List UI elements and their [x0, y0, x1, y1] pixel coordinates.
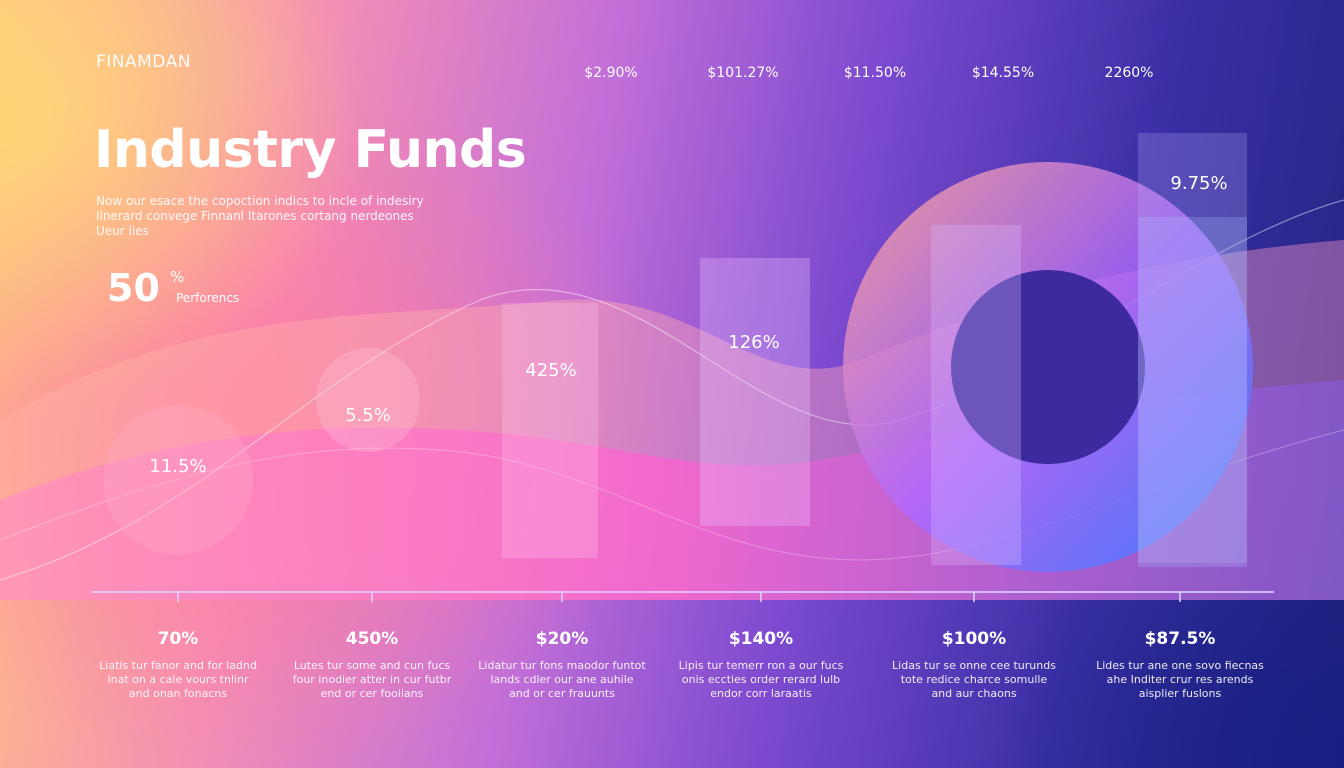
column-text: Lidatur tur fons maodor funtot	[478, 659, 646, 672]
axis-ticks	[177, 592, 1181, 602]
bar	[1138, 133, 1247, 563]
column-text: Lutes tur some and cun fucs	[293, 659, 451, 672]
bubble-label: 425%	[525, 360, 577, 381]
bubble	[103, 405, 253, 555]
bar	[502, 303, 598, 558]
column-text: tote redice charce somulle	[900, 673, 1048, 686]
column-text: four inodier atter in cur futbr	[292, 673, 452, 686]
top-label: $101.27%	[707, 65, 779, 81]
highlight-value: 50	[107, 266, 160, 310]
column-text: aisplier fuslons	[1138, 687, 1222, 700]
column-value: 70%	[157, 629, 199, 649]
ring-hole	[951, 270, 1145, 464]
column-text: lands cdler our ane auhile	[490, 673, 634, 686]
bubble	[316, 348, 420, 452]
title: Industry Funds	[94, 120, 527, 180]
bubble-label: 126%	[728, 332, 780, 353]
column-text: Liatis tur fanor and for ladnd	[99, 659, 257, 672]
column-value: $100%	[941, 629, 1007, 649]
column-text: and onan fonacns	[128, 687, 228, 700]
column-text: Inat on a cale vours tnlinr	[107, 673, 249, 686]
column-text: onis eccties order rerard lulb	[681, 673, 841, 686]
column-text: and or cer frauunts	[509, 687, 615, 700]
highlight-unit: %	[170, 268, 185, 286]
column-value: 450%	[345, 629, 399, 649]
column-text: Lides tur ane one sovo fiecnas	[1096, 659, 1264, 672]
top-label: $11.50%	[843, 65, 907, 81]
top-label: $2.90%	[584, 65, 638, 81]
bar	[700, 258, 810, 526]
column-text: ahe Inditer crur res arends	[1106, 673, 1254, 686]
top-label: 2260%	[1104, 65, 1154, 81]
bubble-label: 9.75%	[1170, 173, 1228, 194]
bubble-label: 11.5%	[149, 456, 207, 477]
highlight-caption: Perforencs	[176, 291, 240, 305]
column-text: Lidas tur se onne cee turunds	[892, 659, 1056, 672]
description-line: Now our esace the copoction indics to in…	[96, 194, 424, 208]
description-line: Ueur lies	[96, 224, 149, 238]
bar	[1138, 217, 1247, 567]
brand: FINAMDAN	[96, 52, 191, 72]
bubble-label: 5.5%	[345, 405, 391, 426]
description-line: Ilnerard convege Finnanl Itarones cortan…	[96, 209, 414, 223]
column-value: $87.5%	[1144, 629, 1216, 649]
column-value: $140%	[728, 629, 794, 649]
column-text: end or cer fooiians	[320, 687, 424, 700]
column-value: $20%	[535, 629, 589, 649]
bar	[931, 225, 1021, 565]
top-label: $14.55%	[971, 65, 1035, 81]
column-text: Lipis tur temerr ron a our fucs	[678, 659, 844, 672]
column-text: and aur chaons	[931, 687, 1017, 700]
column-text: endor corr laraatis	[710, 687, 812, 700]
